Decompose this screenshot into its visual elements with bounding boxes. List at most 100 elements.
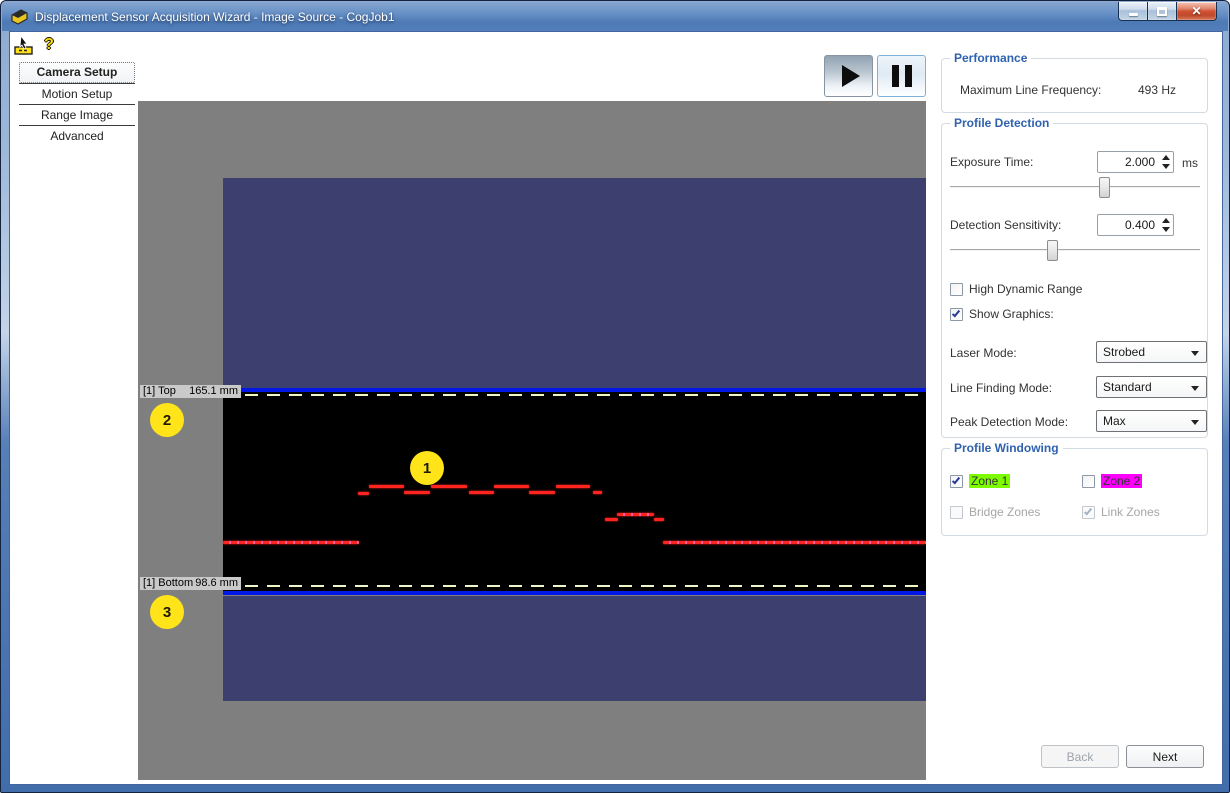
high-dynamic-range-label: High Dynamic Range [969, 282, 1083, 296]
peak-detection-mode-value: Max [1103, 414, 1126, 428]
link-zones-checkbox: Link Zones [1082, 505, 1160, 519]
zone1-label: Zone 1 [969, 474, 1011, 488]
line-finding-mode-select[interactable]: Standard [1096, 376, 1207, 398]
exposure-spin-down-icon[interactable] [1161, 163, 1170, 169]
peak-detection-mode-label: Peak Detection Mode: [950, 415, 1069, 429]
laser-profile-segment [617, 513, 654, 516]
check-icon [1083, 506, 1093, 515]
pause-icon [891, 65, 912, 87]
minimize-icon [1128, 13, 1138, 16]
titlebar[interactable]: Displacement Sensor Acquisition Wizard -… [2, 2, 1228, 31]
laser-profile-segment [358, 492, 369, 495]
laser-mode-value: Strobed [1103, 345, 1146, 359]
check-icon [951, 308, 961, 317]
range-image-lower-region [223, 596, 926, 701]
help-button[interactable]: ? [41, 34, 57, 56]
laser-profile-segment [431, 485, 467, 488]
show-graphics-checkbox[interactable]: Show Graphics: [950, 307, 1054, 321]
performance-group-title: Performance [950, 51, 1032, 65]
laser-profile-segment [404, 491, 430, 494]
laser-profile-segment [605, 518, 618, 521]
window-title: Displacement Sensor Acquisition Wizard -… [35, 9, 395, 24]
zone-top-name: [1] Top [143, 385, 176, 397]
sensitivity-spin-up-icon[interactable] [1161, 218, 1170, 224]
pause-button[interactable] [877, 55, 926, 97]
callout-3: 3 [150, 595, 184, 629]
sensitivity-slider-thumb[interactable] [1046, 240, 1058, 261]
close-icon: ✕ [1191, 4, 1202, 18]
play-icon [842, 65, 860, 87]
profile-windowing-group: Profile Windowing Zone 1 Zone 2 Bridge Z… [941, 441, 1208, 536]
help-icon: ? [44, 36, 54, 53]
zone-bottom-label[interactable]: [1] Bottom 98.6 mm [140, 577, 241, 590]
zone1-checkbox[interactable]: Zone 1 [950, 474, 1011, 488]
laser-profile-segment [369, 485, 404, 488]
exposure-time-value: 2.000 [1124, 155, 1155, 169]
laser-profile-segment [469, 491, 494, 494]
laser-profile-segment [654, 518, 664, 521]
back-button[interactable]: Back [1041, 745, 1119, 768]
performance-group: Performance Maximum Line Frequency: 493 … [941, 51, 1208, 113]
nav-item-advanced[interactable]: Advanced [19, 125, 135, 146]
exposure-slider[interactable] [950, 177, 1200, 198]
detection-sensitivity-slider[interactable] [950, 240, 1200, 261]
next-button[interactable]: Next [1126, 745, 1204, 768]
play-button[interactable] [824, 55, 873, 97]
bottom-window-line [223, 591, 926, 595]
link-zones-label: Link Zones [1101, 505, 1160, 519]
bridge-zones-checkbox-box [950, 505, 963, 519]
nav-item-range-image[interactable]: Range Image [19, 104, 135, 125]
wizard-nav: Camera Setup Motion Setup Range Image Ad… [19, 62, 135, 146]
zone2-label: Zone 2 [1101, 474, 1143, 488]
high-dynamic-range-checkbox-box[interactable] [950, 282, 963, 296]
top-window-line [223, 388, 926, 392]
measure-tool-button[interactable] [13, 35, 37, 57]
laser-profile-segment [556, 485, 590, 488]
zone2-checkbox-box[interactable] [1082, 474, 1095, 488]
detection-sensitivity-input[interactable]: 0.400 [1097, 214, 1174, 236]
pointer-ruler-icon [14, 35, 33, 55]
line-finding-mode-value: Standard [1103, 380, 1152, 394]
profile-detection-group-title: Profile Detection [950, 116, 1054, 130]
zone2-checkbox[interactable]: Zone 2 [1082, 474, 1143, 488]
close-button[interactable]: ✕ [1177, 2, 1217, 21]
sensitivity-slider-track[interactable] [950, 249, 1200, 251]
check-icon [951, 475, 961, 484]
nav-item-motion-setup[interactable]: Motion Setup [19, 83, 135, 104]
zone1-checkbox-box[interactable] [950, 474, 963, 488]
exposure-slider-track[interactable] [950, 186, 1200, 188]
maximize-button[interactable] [1148, 2, 1177, 21]
image-viewer[interactable]: [1] Top 165.1 mm [1] Bottom 98.6 mm 1 2 … [138, 101, 926, 780]
chevron-down-icon [1191, 351, 1199, 356]
exposure-spin-up-icon[interactable] [1161, 155, 1170, 161]
max-line-frequency-label: Maximum Line Frequency: [960, 83, 1102, 97]
nav-item-camera-setup[interactable]: Camera Setup [19, 62, 135, 83]
profile-detection-group: Profile Detection Exposure Time: 2.000 m… [941, 116, 1208, 438]
bottom-boundary-dashed-line[interactable] [223, 585, 926, 587]
window-controls: ✕ [1118, 2, 1217, 21]
max-line-frequency-value: 493 Hz [1138, 83, 1177, 97]
show-graphics-checkbox-box[interactable] [950, 307, 963, 321]
sensitivity-spin-down-icon[interactable] [1161, 226, 1170, 232]
maximize-icon [1157, 6, 1167, 16]
laser-profile-segment [663, 541, 926, 544]
laser-mode-select[interactable]: Strobed [1096, 341, 1207, 363]
laser-profile-segment [529, 491, 555, 494]
zone-top-label[interactable]: [1] Top 165.1 mm [140, 385, 241, 398]
laser-profile-segment [593, 491, 602, 494]
top-boundary-dashed-line[interactable] [223, 394, 926, 396]
bridge-zones-label: Bridge Zones [969, 505, 1041, 519]
laser-profile-segment [494, 485, 529, 488]
zone-top-value: 165.1 mm [189, 385, 238, 397]
high-dynamic-range-checkbox[interactable]: High Dynamic Range [950, 282, 1082, 296]
exposure-unit-label: ms [1182, 156, 1198, 170]
minimize-button[interactable] [1118, 2, 1148, 21]
detection-sensitivity-value: 0.400 [1124, 218, 1155, 232]
peak-detection-mode-select[interactable]: Max [1096, 410, 1207, 432]
laser-profile-segment [223, 541, 359, 544]
chevron-down-icon [1191, 386, 1199, 391]
exposure-time-input[interactable]: 2.000 [1097, 151, 1174, 173]
exposure-slider-thumb[interactable] [1099, 177, 1110, 198]
line-finding-mode-label: Line Finding Mode: [950, 381, 1053, 395]
laser-mode-label: Laser Mode: [950, 346, 1017, 360]
